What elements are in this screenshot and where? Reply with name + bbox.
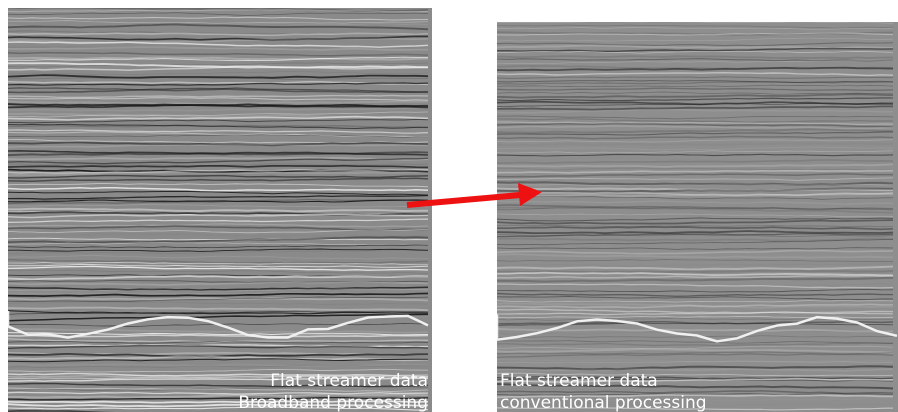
figure: Flat streamer data Broadband processing … xyxy=(0,0,898,412)
caption-line: conventional processing xyxy=(500,393,707,412)
page: Flat streamer data Broadband processing … xyxy=(0,0,898,412)
caption-line: Flat streamer data xyxy=(500,371,658,391)
seismic-panel-broadband xyxy=(8,7,432,412)
caption-line: Broadband processing xyxy=(238,393,428,412)
reflector xyxy=(497,271,893,273)
seismic-panel-conventional xyxy=(497,22,898,412)
caption-line: Flat streamer data xyxy=(270,371,428,391)
